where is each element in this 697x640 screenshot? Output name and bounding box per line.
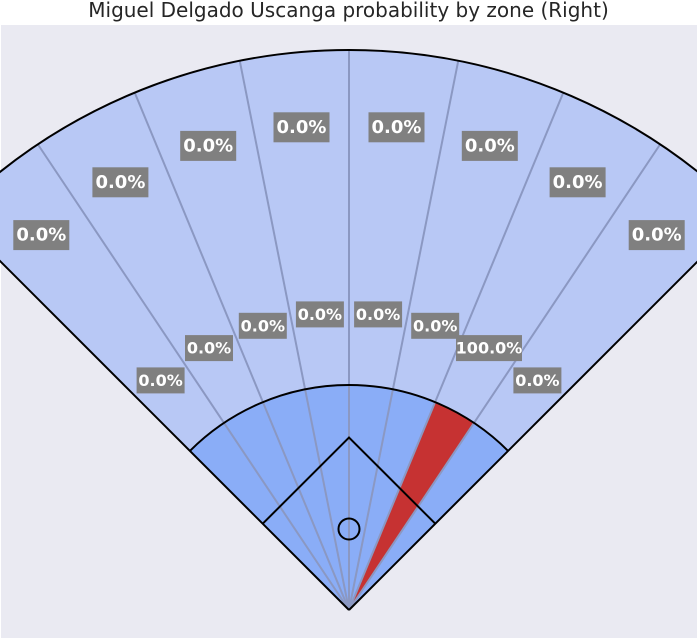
infield-label-7: 100.0% (456, 339, 523, 358)
infield-label-2: 0.0% (187, 339, 231, 358)
zone-divider (238, 60, 350, 611)
infield-label-2-box (185, 335, 233, 362)
zone-divider (37, 143, 350, 611)
outfield-label-3: 0.0% (183, 135, 233, 156)
infield-label-3-box (238, 312, 287, 339)
outfield-label-6-box (461, 130, 518, 161)
infield-label-6-box (411, 312, 460, 339)
infield-label-3: 0.0% (241, 316, 285, 335)
infield-zone-2 (224, 402, 349, 610)
infield-label-8-box (513, 367, 562, 394)
outfield-label-5: 0.0% (372, 117, 422, 138)
outfield-label-1-box (13, 220, 70, 251)
infield-label-6: 0.0% (413, 316, 457, 335)
outfield-label-4: 0.0% (277, 117, 327, 138)
infield-label-7-box (456, 335, 522, 362)
outfield-label-4-box (273, 112, 330, 143)
infield-label-5-box (354, 301, 403, 328)
right-foul-line (348, 260, 697, 611)
infield-arc (189, 384, 509, 452)
outfield-wall (0, 49, 697, 174)
outfield-label-2-box (92, 167, 149, 198)
pitchers-mound (337, 517, 361, 541)
infield-label-1-box (136, 367, 185, 394)
outfield-label-8-box (628, 220, 685, 251)
outfield-label-8: 0.0% (632, 225, 682, 246)
outfield-label-1: 0.0% (16, 225, 66, 246)
infield-label-4-box (295, 301, 344, 328)
infield-zone-7 (349, 402, 474, 610)
outfield-label-5-box (368, 112, 425, 143)
infield-label-1: 0.0% (138, 371, 182, 390)
outfield-label-3-box (180, 130, 237, 161)
chart-title: Miguel Delgado Uscanga probability by zo… (88, 0, 609, 22)
infield-label-4: 0.0% (298, 305, 342, 324)
zone-divider (348, 143, 661, 611)
infield-zone-6 (349, 389, 436, 610)
outfield-label-2: 0.0% (95, 172, 145, 193)
left-foul-line (0, 259, 350, 611)
infield-label-8: 0.0% (515, 371, 559, 390)
outfield-label-7-box (549, 167, 606, 198)
base-paths (261, 436, 437, 525)
zone-divider (348, 60, 460, 611)
outfield-label-7: 0.0% (553, 172, 603, 193)
infield-label-5: 0.0% (356, 305, 400, 324)
infield-zone-3 (262, 389, 349, 610)
zone-divider (133, 92, 350, 611)
outfield-label-6: 0.0% (465, 135, 515, 156)
